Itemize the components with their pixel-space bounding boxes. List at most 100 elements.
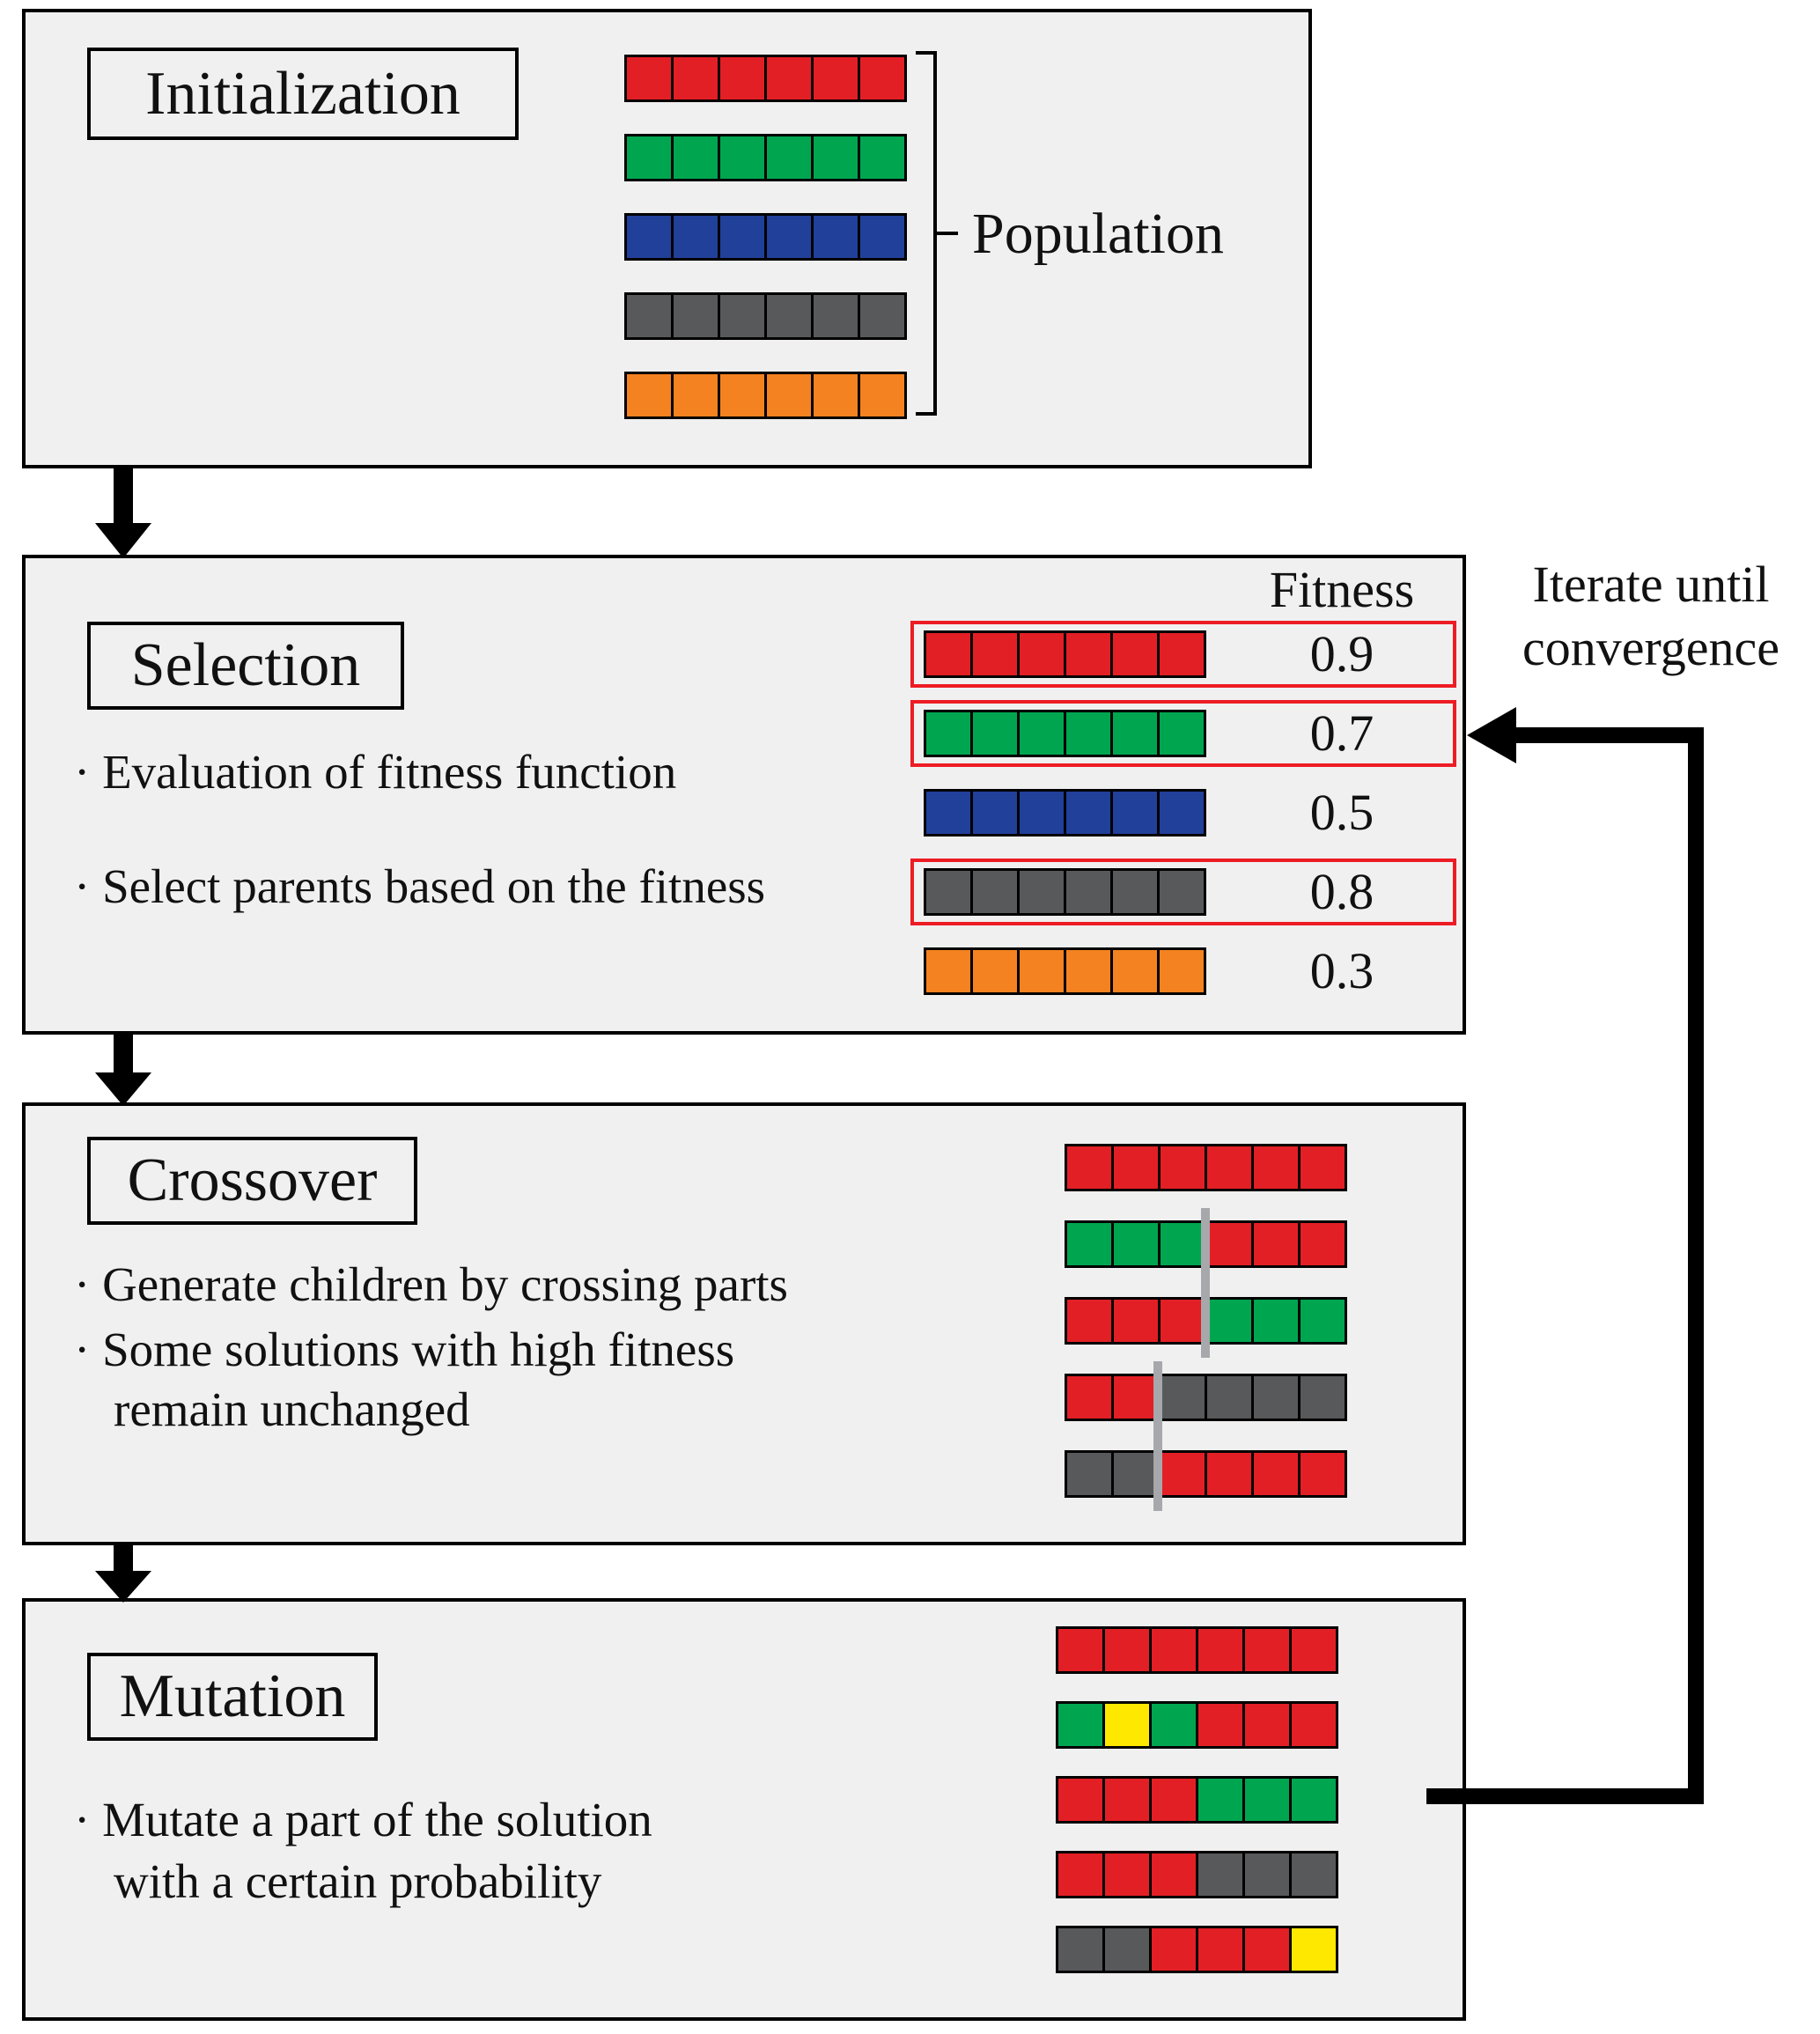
gene-cell-blue <box>624 213 674 261</box>
chromosome-bar <box>1065 1144 1347 1191</box>
gene-cell-green <box>1158 1220 1207 1268</box>
gene-cell-gray <box>1157 868 1206 916</box>
gene-cell-orange <box>1110 947 1160 995</box>
gene-cell-red <box>1158 1144 1207 1191</box>
gene-cell-green <box>1149 1701 1198 1749</box>
gene-cell-orange <box>970 947 1020 995</box>
gene-cell-orange <box>1017 947 1066 995</box>
initialization-title-label: Initialization <box>145 59 461 128</box>
chromosome-bar <box>1065 1450 1347 1498</box>
gene-cell-blue <box>671 213 720 261</box>
gene-cell-gray <box>858 292 907 340</box>
crossover-title-label: Crossover <box>127 1146 378 1214</box>
gene-cell-red <box>1196 1626 1245 1674</box>
chromosome-bar <box>1056 1626 1338 1674</box>
mutation-title-label: Mutation <box>119 1662 346 1730</box>
gene-cell-red <box>1056 1626 1105 1674</box>
gene-cell-red <box>1065 1374 1114 1421</box>
gene-cell-green <box>1289 1776 1338 1824</box>
gene-cell-green <box>1111 1220 1161 1268</box>
gene-cell-orange <box>1064 947 1113 995</box>
gene-cell-orange <box>924 947 973 995</box>
gene-cell-gray <box>1251 1374 1301 1421</box>
chromosome-bar <box>924 947 1206 995</box>
selection-panel: Fitness Selection · Evaluation of fitnes… <box>22 555 1466 1035</box>
gene-cell-red <box>1242 1701 1292 1749</box>
gene-cell-red <box>1149 1626 1198 1674</box>
gene-cell-green <box>718 134 767 181</box>
gene-cell-gray <box>1017 868 1066 916</box>
selection-bullet-2: · Select parents based on the fitness <box>74 859 766 913</box>
gene-cell-gray <box>1289 1851 1338 1898</box>
gene-cell-gray <box>671 292 720 340</box>
gene-cell-red <box>1242 1626 1292 1674</box>
gene-cell-red <box>1149 1776 1198 1824</box>
gene-cell-red <box>1065 1144 1114 1191</box>
population-label: Population <box>972 202 1225 266</box>
gene-cell-red <box>1064 630 1113 678</box>
gene-cell-orange <box>1157 947 1206 995</box>
crossover-panel: Crossover · Generate children by crossin… <box>22 1102 1466 1545</box>
chromosome-bar <box>924 710 1206 757</box>
gene-cell-red <box>1251 1220 1301 1268</box>
gene-cell-green <box>970 710 1020 757</box>
gene-cell-green <box>1056 1701 1105 1749</box>
chromosome-bar <box>624 292 907 340</box>
gene-cell-blue <box>811 213 860 261</box>
fitness-value: 0.7 <box>1309 704 1374 762</box>
initialization-panel: Initialization Population <box>22 9 1312 468</box>
chromosome-bar <box>1056 1851 1338 1898</box>
gene-cell-red <box>1056 1776 1105 1824</box>
gene-cell-gray <box>718 292 767 340</box>
gene-cell-green <box>1157 710 1206 757</box>
gene-cell-red <box>1298 1220 1347 1268</box>
gene-cell-red <box>1196 1926 1245 1973</box>
chromosome-bar <box>924 868 1206 916</box>
gene-cell-blue <box>924 789 973 836</box>
fitness-value: 0.9 <box>1309 625 1374 682</box>
gene-cell-red <box>764 55 814 102</box>
gene-cell-blue <box>718 213 767 261</box>
gene-cell-orange <box>811 372 860 419</box>
loop-arrow-head <box>1467 707 1516 763</box>
selection-title-label: Selection <box>130 631 361 699</box>
gene-cell-green <box>858 134 907 181</box>
gene-cell-red <box>1251 1144 1301 1191</box>
fitness-value: 0.8 <box>1309 863 1374 920</box>
fitness-value: 0.3 <box>1309 942 1374 999</box>
mutation-title: Mutation <box>87 1653 378 1741</box>
gene-cell-red <box>1157 630 1206 678</box>
crossover-title: Crossover <box>87 1137 417 1225</box>
gene-cell-gray <box>970 868 1020 916</box>
iterate-label-line-2: convergence <box>1522 619 1779 676</box>
gene-cell-green <box>1065 1220 1114 1268</box>
crossover-bullet-2-cont: remain unchanged <box>114 1382 470 1436</box>
mutation-bullet-1: · Mutate a part of the solution <box>74 1793 652 1846</box>
down-arrow-selection-to-crossover <box>95 1033 151 1106</box>
gene-cell-green <box>764 134 814 181</box>
fitness-value: 0.5 <box>1309 784 1374 841</box>
gene-cell-green <box>1196 1776 1245 1824</box>
mutation-panel: Mutation · Mutate a part of the solution… <box>22 1598 1466 2021</box>
gene-cell-red <box>858 55 907 102</box>
gene-cell-blue <box>1064 789 1113 836</box>
gene-cell-red <box>1251 1450 1301 1498</box>
gene-cell-green <box>1251 1297 1301 1345</box>
chromosome-bar <box>1056 1776 1338 1824</box>
chromosome-bar <box>924 630 1206 678</box>
initialization-title: Initialization <box>87 48 519 140</box>
chromosome-bar <box>624 372 907 419</box>
gene-cell-red <box>1111 1144 1161 1191</box>
gene-cell-gray <box>764 292 814 340</box>
gene-cell-yellow <box>1102 1701 1152 1749</box>
gene-cell-gray <box>924 868 973 916</box>
selection-row: 0.8 <box>26 859 1463 925</box>
gene-cell-green <box>1017 710 1066 757</box>
gene-cell-red <box>811 55 860 102</box>
gene-cell-green <box>1298 1297 1347 1345</box>
gene-cell-green <box>1064 710 1113 757</box>
crossover-bullet-2: · Some solutions with high fitness <box>74 1323 735 1376</box>
gene-cell-red <box>671 55 720 102</box>
gene-cell-gray <box>1110 868 1160 916</box>
crossover-point-line-2 <box>1153 1361 1162 1511</box>
